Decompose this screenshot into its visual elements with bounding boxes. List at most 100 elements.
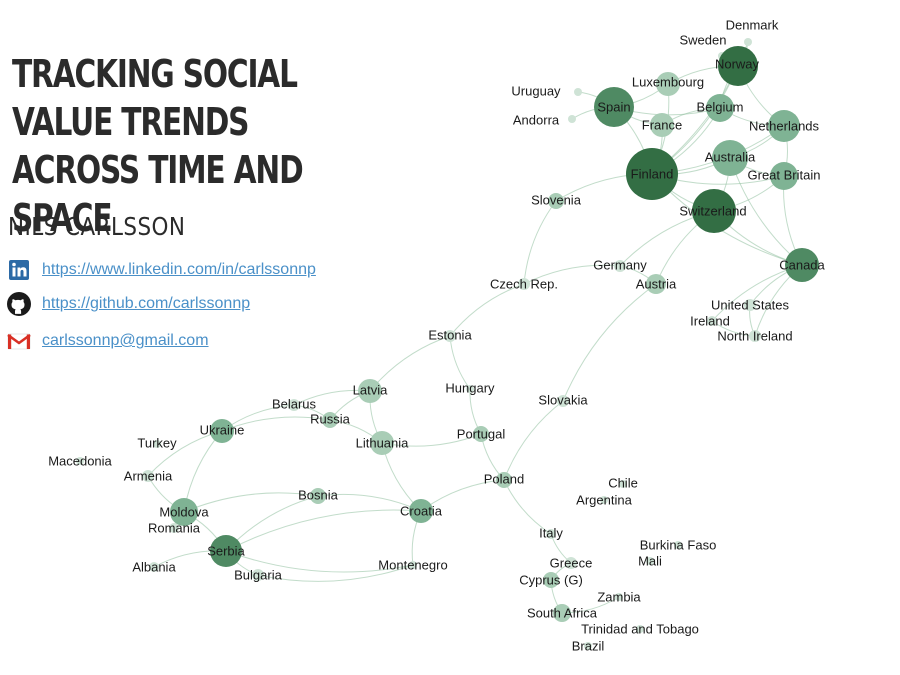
node-belarus	[288, 399, 300, 411]
node-united-states	[744, 299, 756, 311]
linkedin-contact: https://www.linkedin.com/in/carlssonnp	[6, 257, 316, 283]
node-trinidad-and-tobago	[636, 625, 644, 633]
node-hungary	[466, 385, 474, 393]
label-brazil: Brazil	[572, 639, 605, 654]
email-contact: carlssonnp@gmail.com	[6, 328, 209, 354]
label-slovakia: Slovakia	[538, 393, 588, 408]
node-czech-rep	[518, 278, 530, 290]
edge-austria-slovakia	[562, 283, 657, 402]
edge-slovenia-czech-rep	[523, 200, 557, 285]
label-romania: Romania	[148, 521, 201, 536]
node-greece	[565, 557, 577, 569]
node-slovakia	[557, 395, 569, 407]
label-zambia: Zambia	[597, 590, 641, 605]
label-moldova: Moldova	[159, 505, 209, 520]
label-albania: Albania	[132, 560, 176, 575]
edge-slovakia-poland	[503, 400, 564, 481]
node-uruguay	[574, 88, 582, 96]
label-belgium: Belgium	[697, 100, 744, 115]
label-australia: Australia	[705, 150, 756, 165]
node-south-africa	[553, 604, 571, 622]
label-belarus: Belarus	[272, 397, 317, 412]
label-greece: Greece	[550, 556, 593, 571]
node-norway	[718, 46, 758, 86]
node-spain	[594, 87, 634, 127]
linkedin-icon	[6, 257, 32, 283]
edge-serbia-montenegro	[225, 550, 414, 573]
label-germany: Germany	[593, 258, 647, 273]
node-australia	[712, 140, 748, 176]
node-austria	[646, 274, 666, 294]
node-chile	[619, 480, 627, 488]
label-hungary: Hungary	[445, 381, 495, 396]
label-netherlands: Netherlands	[749, 119, 820, 134]
label-sweden: Sweden	[680, 33, 727, 48]
label-slovenia: Slovenia	[531, 193, 582, 208]
label-croatia: Croatia	[400, 504, 443, 519]
node-turkey	[153, 440, 161, 448]
node-switzerland	[692, 189, 736, 233]
node-canada	[785, 248, 819, 282]
node-finland	[626, 148, 678, 200]
node-bosnia	[310, 488, 326, 504]
label-austria: Austria	[636, 277, 677, 292]
label-argentina: Argentina	[576, 493, 632, 508]
node-ireland	[707, 316, 717, 326]
label-denmark: Denmark	[726, 18, 779, 33]
node-cyprus-g	[543, 572, 559, 588]
node-albania	[149, 562, 159, 572]
label-montenegro: Montenegro	[378, 558, 447, 573]
label-poland: Poland	[484, 472, 524, 487]
label-switzerland: Switzerland	[679, 204, 746, 219]
node-macedonia	[76, 457, 84, 465]
network-nodes	[76, 38, 819, 650]
label-macedonia: Macedonia	[48, 454, 112, 469]
node-north-ireland	[749, 330, 761, 342]
email-link[interactable]: carlssonnp@gmail.com	[42, 332, 209, 349]
node-brazil	[584, 642, 592, 650]
node-italy	[546, 529, 556, 539]
node-netherlands	[768, 110, 800, 142]
label-trinidad-and-tobago: Trinidad and Tobago	[581, 622, 699, 637]
label-finland: Finland	[631, 167, 674, 182]
label-bosnia: Bosnia	[298, 488, 339, 503]
github-link[interactable]: https://github.com/carlssonnp	[42, 295, 251, 312]
label-united-states: United States	[711, 298, 790, 313]
label-ireland: Ireland	[690, 314, 730, 329]
label-south-africa: South Africa	[527, 606, 598, 621]
linkedin-link[interactable]: https://www.linkedin.com/in/carlssonnp	[42, 261, 316, 278]
label-russia: Russia	[310, 412, 351, 427]
label-burkina-faso: Burkina Faso	[640, 538, 717, 553]
node-luxembourg	[656, 72, 680, 96]
node-bulgaria	[252, 569, 264, 581]
label-canada: Canada	[779, 258, 825, 273]
label-bulgaria: Bulgaria	[234, 568, 282, 583]
label-lithuania: Lithuania	[356, 436, 410, 451]
node-argentina	[600, 496, 608, 504]
node-slovenia	[548, 193, 564, 209]
label-estonia: Estonia	[428, 328, 472, 343]
node-latvia	[358, 379, 382, 403]
label-luxembourg: Luxembourg	[632, 75, 704, 90]
label-ukraine: Ukraine	[200, 423, 245, 438]
node-mali	[646, 557, 654, 565]
node-romania	[169, 523, 179, 533]
edge-germany-czech-rep	[523, 264, 621, 285]
label-norway: Norway	[715, 57, 760, 72]
label-serbia: Serbia	[207, 544, 245, 559]
label-france: France	[642, 118, 682, 133]
node-russia	[322, 412, 338, 428]
label-turkey: Turkey	[137, 436, 177, 451]
node-portugal	[473, 426, 489, 442]
edge-croatia-serbia	[225, 509, 422, 552]
node-belgium	[706, 94, 734, 122]
label-portugal: Portugal	[457, 427, 506, 442]
label-latvia: Latvia	[353, 383, 388, 398]
label-north-ireland: North Ireland	[717, 329, 792, 344]
label-czech-rep: Czech Rep.	[490, 277, 558, 292]
edge-czech-rep-estonia	[449, 283, 525, 337]
node-germany	[614, 260, 626, 272]
slide-title: TRACKING SOCIAL VALUE TRENDS ACROSS TIME…	[12, 52, 304, 240]
